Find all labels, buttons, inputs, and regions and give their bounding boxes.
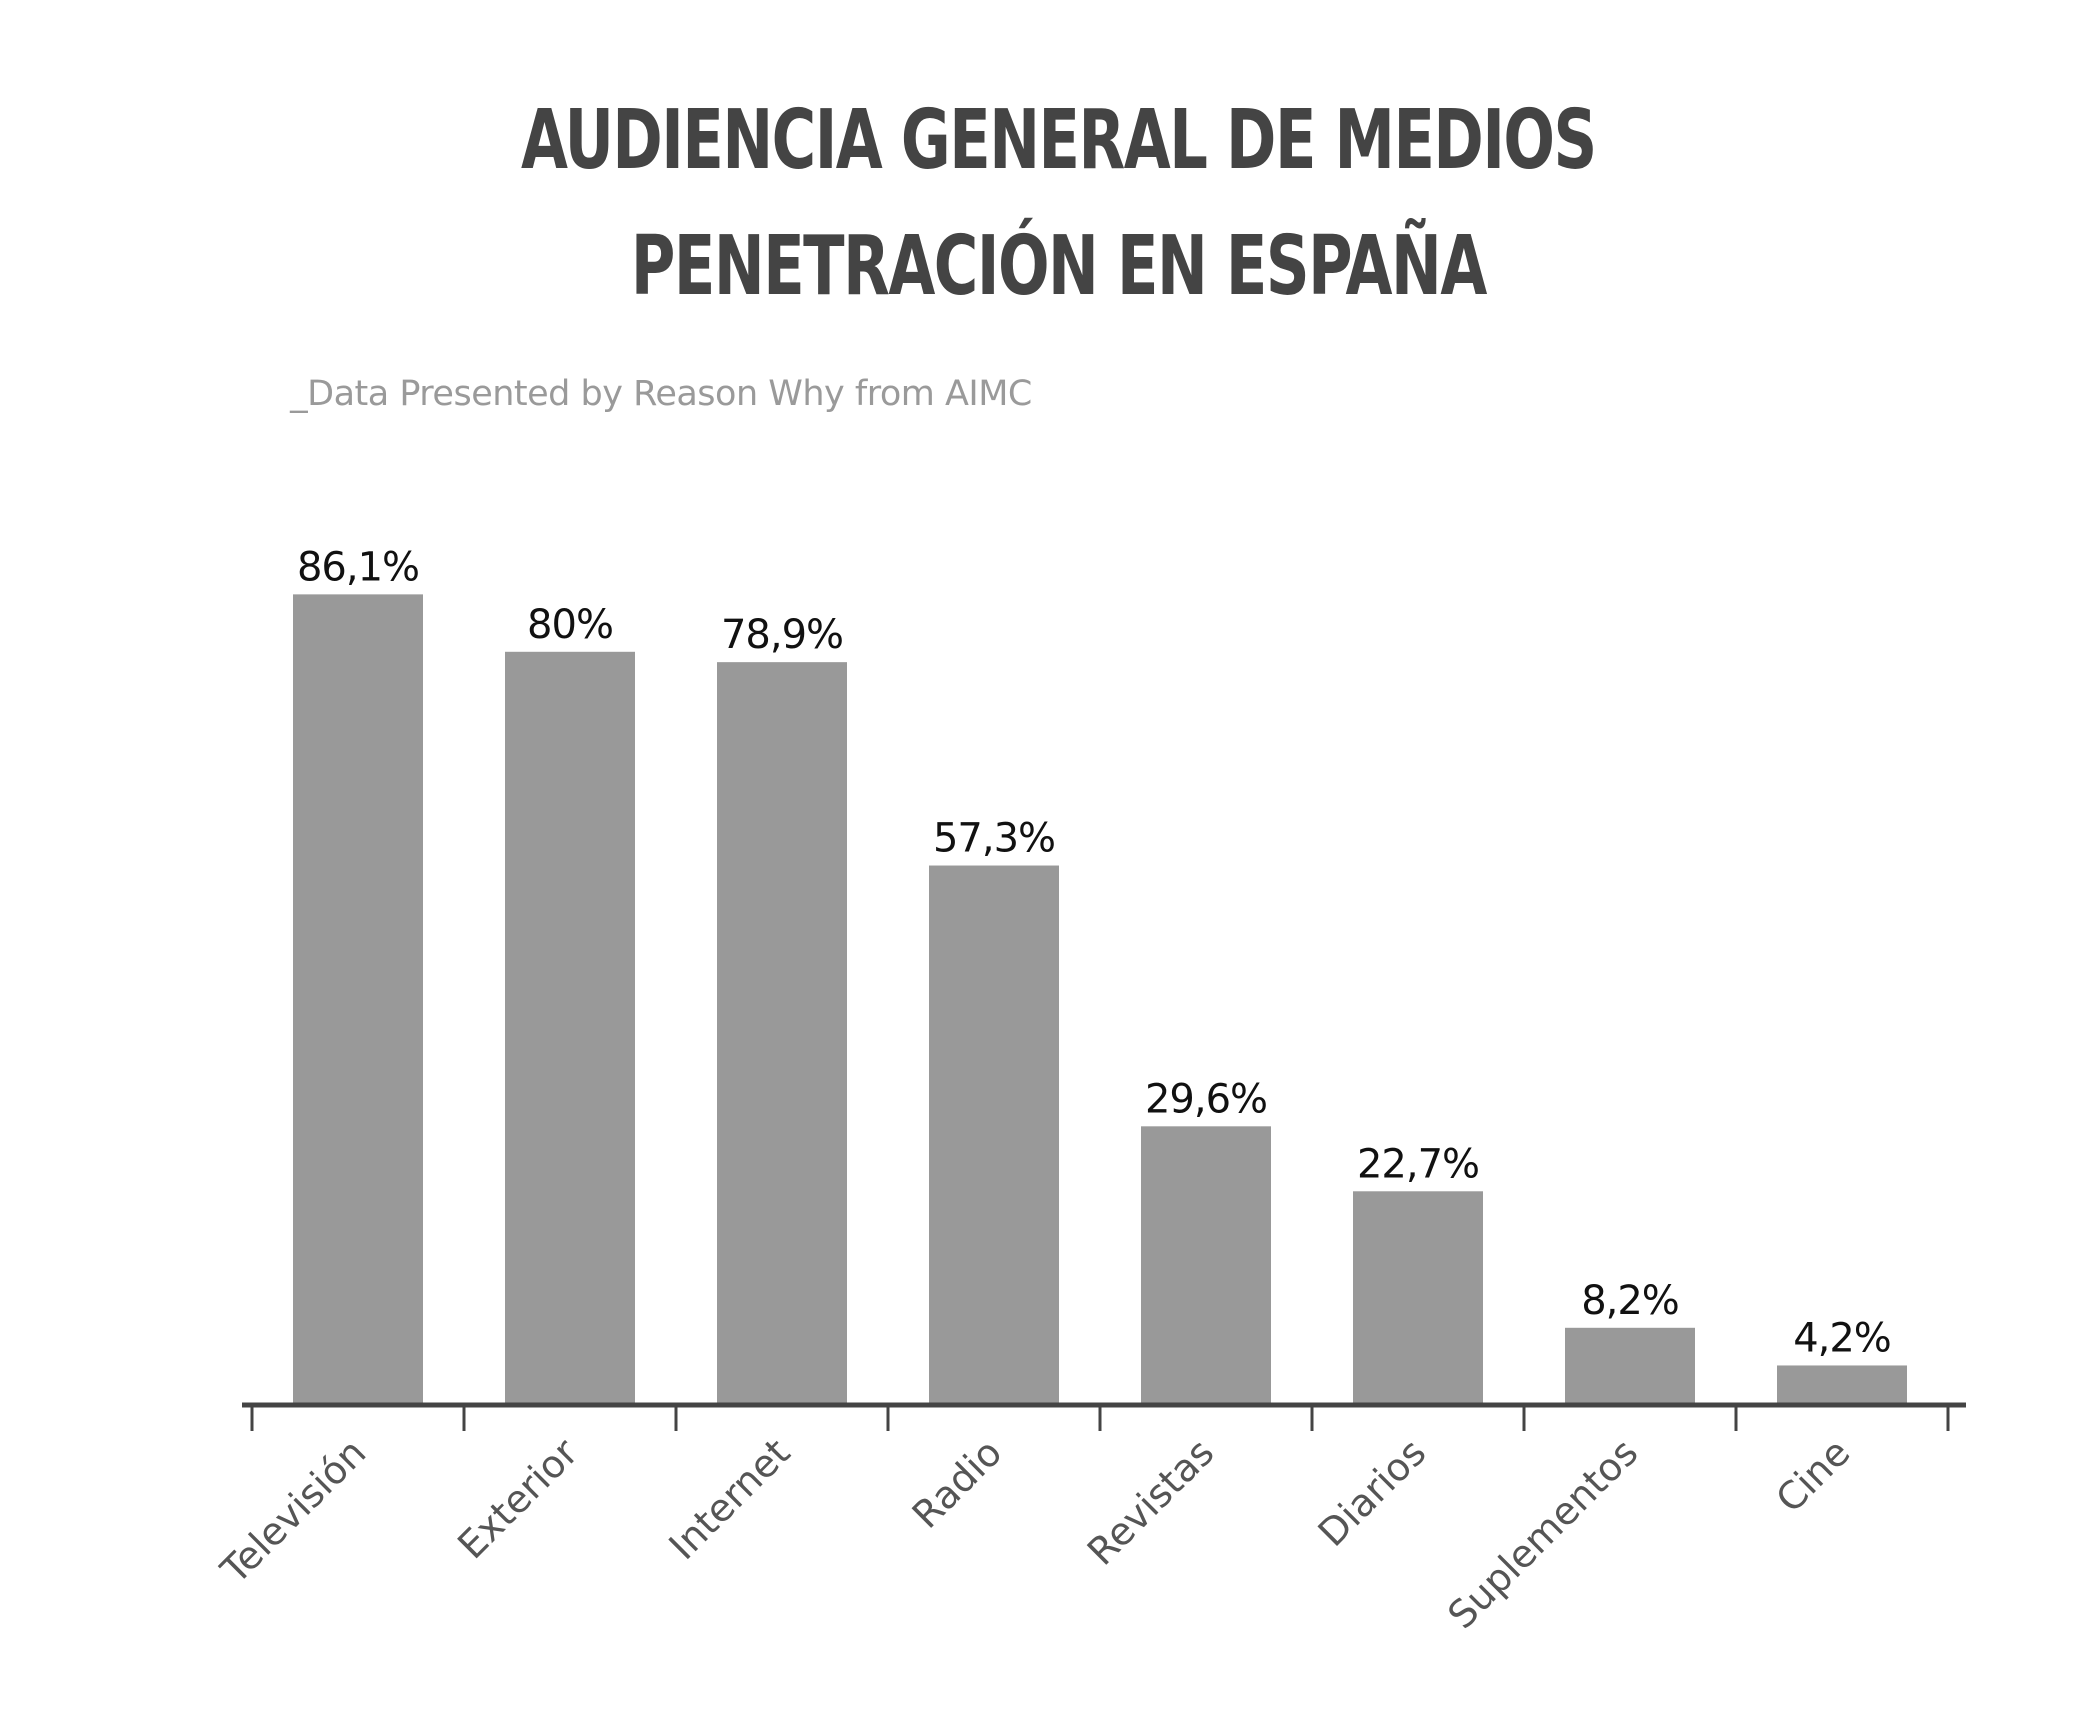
- category-label-exterior: Exterior: [449, 1430, 586, 1567]
- category-labels-group: Televisión Exterior Internet Radio Revistas D…: [212, 1430, 1859, 1637]
- value-label-radio: 57,3%: [933, 816, 1055, 862]
- category-label-suplementos: Suplementos: [1439, 1430, 1646, 1637]
- value-label-cine: 4,2%: [1793, 1315, 1891, 1361]
- category-label-radio: Radio: [904, 1430, 1011, 1537]
- bar-suplementos: [1565, 1327, 1695, 1405]
- category-label-internet: Internet: [661, 1430, 799, 1568]
- value-label-exterior: 80%: [527, 602, 613, 648]
- value-label-televisión: 86,1%: [297, 544, 419, 590]
- x-axis: [242, 1402, 1966, 1431]
- value-label-revistas: 29,6%: [1145, 1076, 1267, 1122]
- value-label-suplementos: 8,2%: [1581, 1278, 1679, 1324]
- bar-televisión: [293, 594, 423, 1405]
- chart-subtitle: _Data Presented by Reason Why from AIMC: [290, 374, 1032, 414]
- category-label-televisión: Televisión: [212, 1430, 375, 1593]
- bars-group: [293, 594, 1907, 1405]
- category-label-diarios: Diarios: [1310, 1430, 1435, 1555]
- chart-title-line-2: PENETRACIÓN EN ESPAÑA: [630, 219, 1487, 314]
- category-label-cine: Cine: [1767, 1430, 1858, 1521]
- bar-internet: [717, 662, 847, 1405]
- bar-revistas: [1141, 1126, 1271, 1405]
- bar-cine: [1777, 1365, 1907, 1405]
- bar-radio: [929, 865, 1059, 1405]
- value-label-diarios: 22,7%: [1357, 1141, 1479, 1187]
- value-labels-group: 86,1% 80% 78,9% 57,3% 29,6% 22,7% 8,2% 4,2%: [297, 544, 1892, 1361]
- value-label-internet: 78,9%: [721, 612, 843, 658]
- chart-title: AUDIENCIA GENERAL DE MEDIOS PENETRACIÓN …: [275, 78, 1842, 330]
- category-label-revistas: Revistas: [1079, 1430, 1222, 1573]
- bar-diarios: [1353, 1191, 1483, 1405]
- bar-exterior: [505, 651, 635, 1405]
- chart-title-line-1: AUDIENCIA GENERAL DE MEDIOS: [520, 93, 1597, 188]
